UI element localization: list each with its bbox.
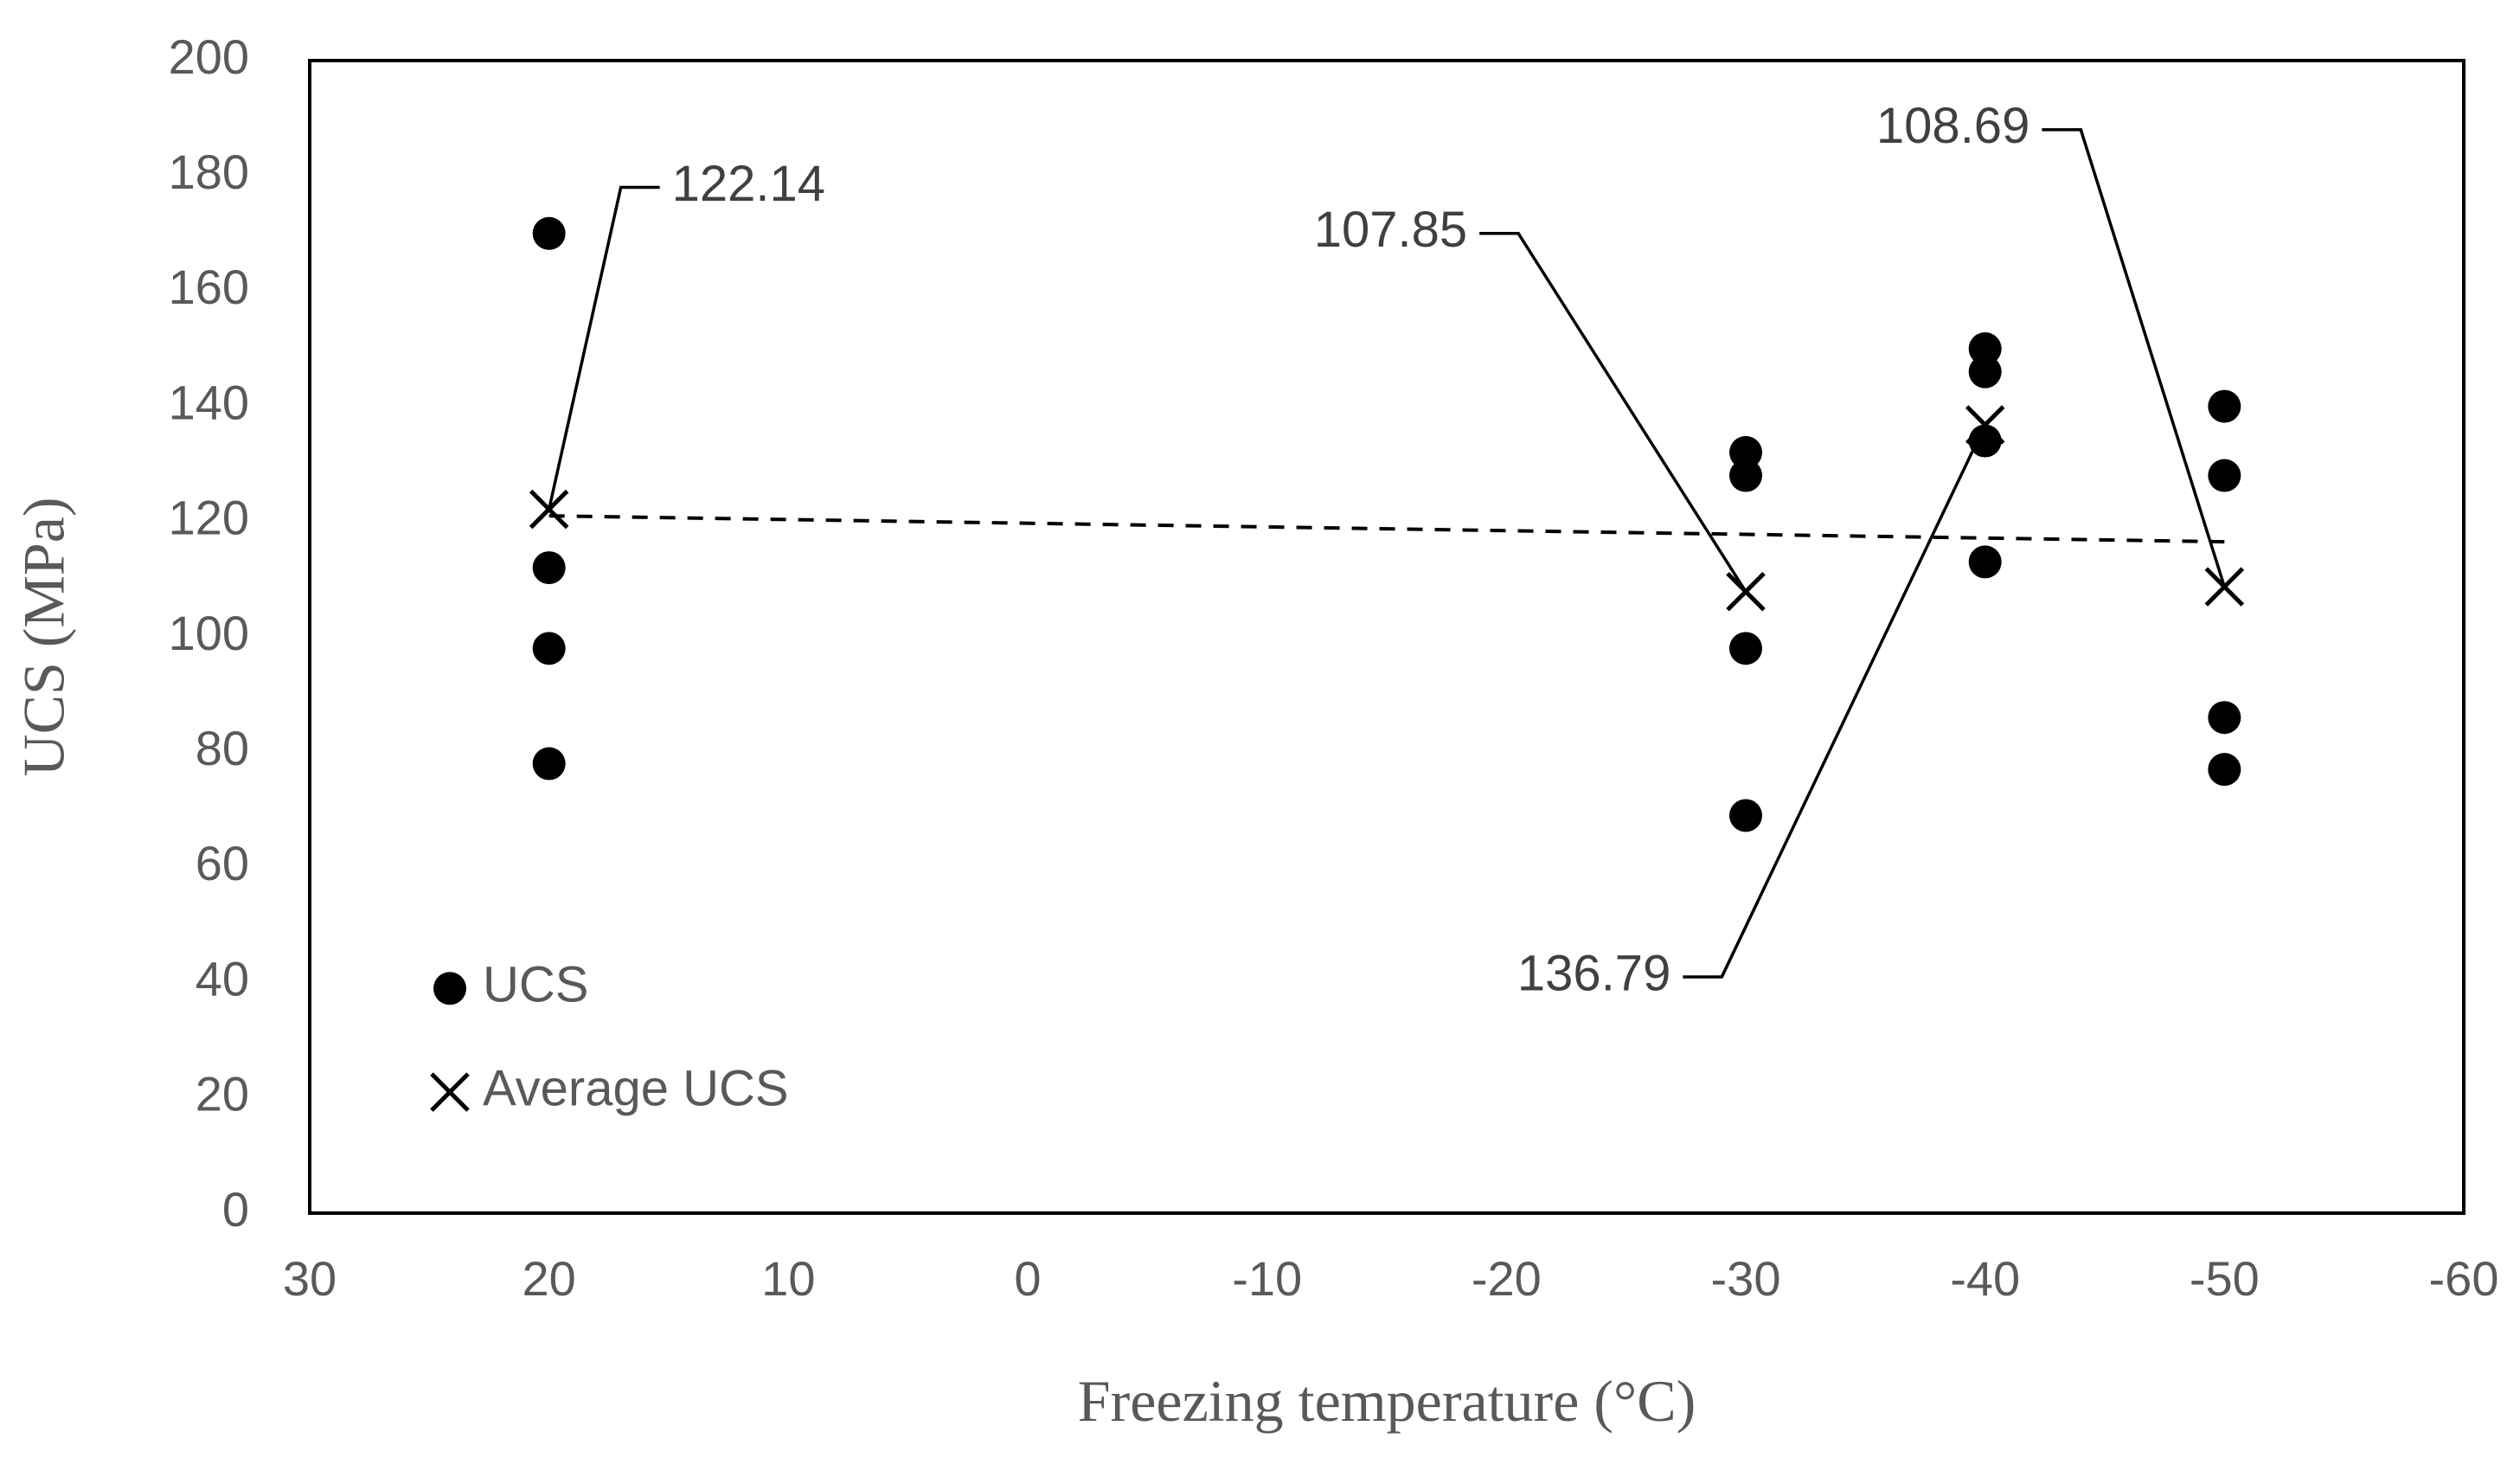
callout-label: 136.79 — [1517, 945, 1670, 1001]
x-tick-label: 0 — [1014, 1251, 1041, 1306]
y-tick-label: 20 — [196, 1067, 249, 1121]
y-tick-label: 120 — [169, 491, 249, 545]
y-tick-label: 60 — [196, 836, 249, 890]
ucs-data-point — [532, 216, 566, 250]
x-tick-label: -50 — [2190, 1251, 2260, 1306]
legend-marker-ucs — [433, 972, 466, 1005]
ucs-data-point — [1968, 355, 2002, 389]
ucs-data-point — [532, 551, 566, 585]
y-tick-label: 200 — [169, 29, 249, 84]
x-tick-label: -60 — [2429, 1251, 2499, 1306]
average-ucs-point — [529, 489, 569, 530]
callout-leader-line — [2042, 128, 2227, 588]
y-tick-label: 0 — [222, 1182, 249, 1237]
y-tick-label: 80 — [196, 721, 249, 775]
callout-leader-line — [1683, 424, 1987, 979]
x-tick-label: 20 — [523, 1251, 576, 1306]
x-tick-label: -40 — [1950, 1251, 2020, 1306]
y-tick-label: 160 — [169, 260, 249, 314]
ucs-data-point — [1968, 424, 2002, 458]
y-tick-label: 100 — [169, 606, 249, 660]
y-tick-label: 40 — [196, 951, 249, 1005]
ucs-data-point — [2208, 459, 2241, 492]
average-ucs-point — [1726, 571, 1766, 612]
ucs-data-point — [2208, 389, 2241, 423]
ucs-data-point — [2208, 701, 2241, 735]
ucs-data-point — [532, 747, 566, 780]
x-tick-label: 30 — [283, 1251, 337, 1306]
ucs-data-point — [1729, 632, 1762, 665]
x-tick-label: -30 — [1711, 1251, 1781, 1306]
legend-label: Average UCS — [483, 1060, 789, 1116]
ucs-data-point — [2208, 753, 2241, 787]
callout-leader-line — [547, 185, 660, 510]
plot-area-border — [308, 59, 2465, 1215]
y-axis-title: UCS (MPa) — [11, 497, 77, 776]
x-tick-label: -10 — [1232, 1251, 1302, 1306]
ucs-data-point — [1729, 799, 1762, 832]
callout-leader-line — [1479, 232, 1747, 593]
x-tick-label: 10 — [761, 1251, 815, 1306]
ucs-data-point — [1968, 545, 2002, 579]
ucs-data-point — [532, 632, 566, 665]
x-tick-label: -20 — [1472, 1251, 1542, 1306]
y-tick-label: 140 — [169, 375, 249, 429]
legend-marker-average-ucs — [430, 1072, 470, 1112]
x-axis-title: Freezing temperature (°C) — [1078, 1368, 1696, 1434]
average-trendline — [548, 514, 2225, 544]
callout-label: 122.14 — [672, 156, 825, 212]
legend-label: UCS — [483, 957, 588, 1013]
y-tick-label: 180 — [169, 145, 249, 199]
callout-label: 107.85 — [1314, 202, 1467, 258]
average-ucs-point — [2204, 567, 2245, 607]
ucs-data-point — [1729, 459, 1762, 492]
ucs-data-point — [1729, 435, 1762, 469]
callout-label: 108.69 — [1876, 98, 2029, 154]
ucs-data-point — [1968, 332, 2002, 365]
average-ucs-point — [1965, 405, 2005, 445]
